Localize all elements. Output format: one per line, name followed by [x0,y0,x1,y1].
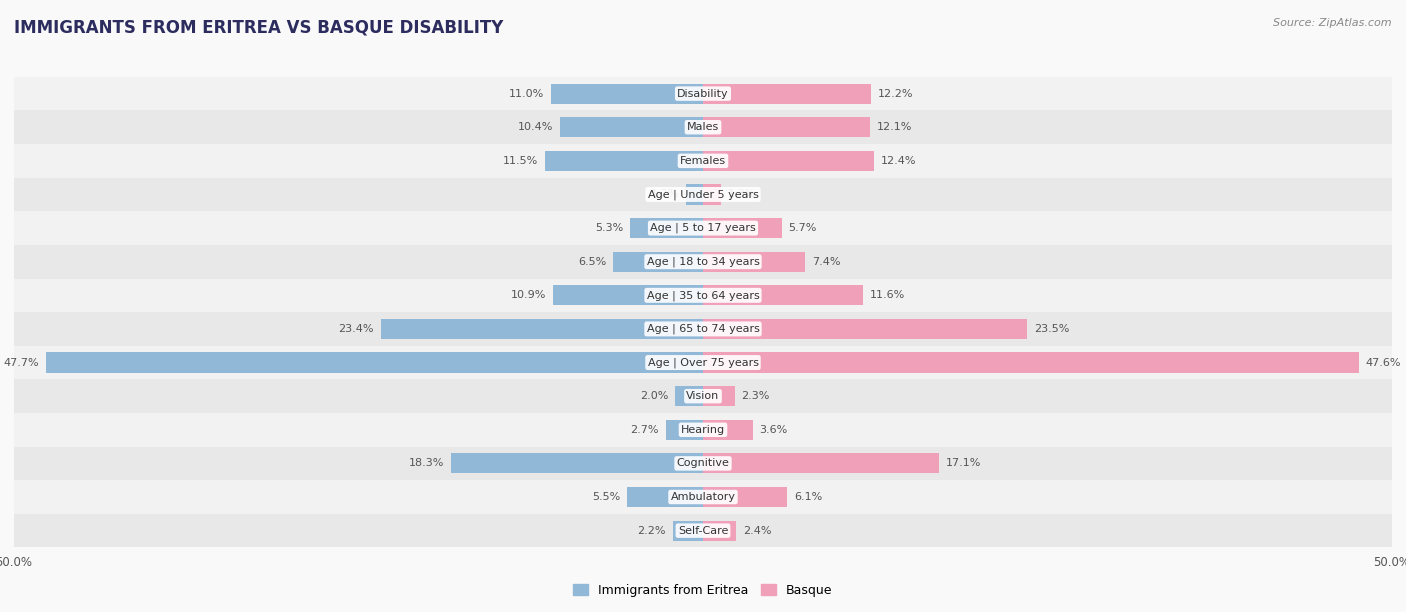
Bar [14,447,1392,480]
Bar [46,353,703,373]
Text: 7.4%: 7.4% [811,256,841,267]
Bar [703,319,1026,339]
Bar [381,319,703,339]
Text: 2.4%: 2.4% [742,526,772,536]
Bar [14,480,1392,514]
Text: 11.6%: 11.6% [870,290,905,300]
Bar [703,353,1358,373]
Text: 23.4%: 23.4% [339,324,374,334]
Bar [551,83,703,103]
Text: 12.1%: 12.1% [876,122,912,132]
Bar [14,211,1392,245]
Bar [14,514,1392,548]
Bar [14,346,1392,379]
Text: 10.4%: 10.4% [517,122,553,132]
Text: 5.3%: 5.3% [595,223,623,233]
Text: 11.0%: 11.0% [509,89,544,99]
Bar [14,245,1392,278]
Text: IMMIGRANTS FROM ERITREA VS BASQUE DISABILITY: IMMIGRANTS FROM ERITREA VS BASQUE DISABI… [14,18,503,36]
Bar [703,453,939,474]
Bar [672,521,703,541]
Text: 47.7%: 47.7% [3,357,39,368]
Text: Vision: Vision [686,391,720,401]
Text: Males: Males [688,122,718,132]
Text: Disability: Disability [678,89,728,99]
Bar [703,386,735,406]
Bar [14,413,1392,447]
Text: Females: Females [681,156,725,166]
Text: Source: ZipAtlas.com: Source: ZipAtlas.com [1274,18,1392,28]
Bar [613,252,703,272]
Text: Age | 35 to 64 years: Age | 35 to 64 years [647,290,759,300]
Text: Ambulatory: Ambulatory [671,492,735,502]
Bar [14,312,1392,346]
Text: 6.1%: 6.1% [794,492,823,502]
Bar [630,218,703,238]
Text: 6.5%: 6.5% [578,256,606,267]
Text: 17.1%: 17.1% [945,458,981,468]
Bar [703,285,863,305]
Bar [544,151,703,171]
Bar [703,521,737,541]
Text: 12.2%: 12.2% [877,89,914,99]
Bar [703,218,782,238]
Text: 2.2%: 2.2% [637,526,666,536]
Text: Age | Under 5 years: Age | Under 5 years [648,189,758,200]
Bar [703,117,870,137]
Text: 11.5%: 11.5% [502,156,537,166]
Text: 12.4%: 12.4% [880,156,917,166]
Text: 47.6%: 47.6% [1365,357,1402,368]
Bar [703,184,721,204]
Bar [14,379,1392,413]
Text: 5.7%: 5.7% [789,223,817,233]
Text: Age | 5 to 17 years: Age | 5 to 17 years [650,223,756,233]
Bar [627,487,703,507]
Bar [560,117,703,137]
Bar [14,278,1392,312]
Text: 3.6%: 3.6% [759,425,787,435]
Text: Hearing: Hearing [681,425,725,435]
Text: Cognitive: Cognitive [676,458,730,468]
Bar [703,252,806,272]
Text: 10.9%: 10.9% [510,290,546,300]
Bar [451,453,703,474]
Text: 2.3%: 2.3% [741,391,770,401]
Text: Age | Over 75 years: Age | Over 75 years [648,357,758,368]
Bar [14,144,1392,177]
Bar [703,487,787,507]
Text: Self-Care: Self-Care [678,526,728,536]
Text: 2.0%: 2.0% [640,391,669,401]
Legend: Immigrants from Eritrea, Basque: Immigrants from Eritrea, Basque [568,579,838,602]
Bar [686,184,703,204]
Bar [703,151,875,171]
Bar [14,110,1392,144]
Bar [703,420,752,440]
Text: 23.5%: 23.5% [1033,324,1069,334]
Text: Age | 65 to 74 years: Age | 65 to 74 years [647,324,759,334]
Bar [14,76,1392,110]
Bar [14,177,1392,211]
Text: 1.3%: 1.3% [728,190,756,200]
Text: 2.7%: 2.7% [630,425,659,435]
Text: 5.5%: 5.5% [592,492,620,502]
Bar [553,285,703,305]
Bar [666,420,703,440]
Text: Age | 18 to 34 years: Age | 18 to 34 years [647,256,759,267]
Bar [703,83,872,103]
Text: 1.2%: 1.2% [651,190,679,200]
Bar [675,386,703,406]
Text: 18.3%: 18.3% [409,458,444,468]
